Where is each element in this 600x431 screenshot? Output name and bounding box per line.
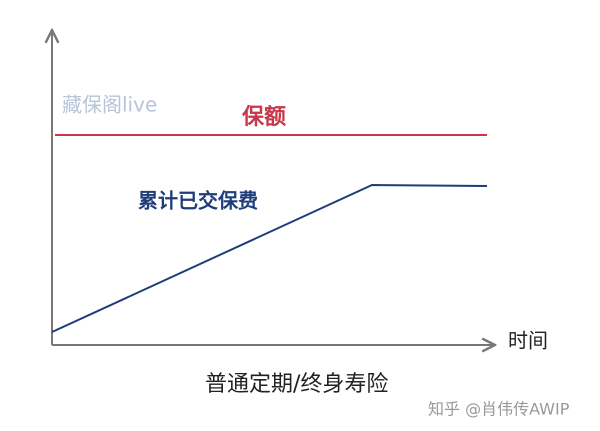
premium-label: 累计已交保费 <box>138 189 258 213</box>
watermark: 藏保阁live <box>62 93 157 117</box>
caption: 普通定期/终身寿险 <box>205 372 388 397</box>
premium-line <box>51 183 488 333</box>
source: 知乎 @肖伟传AWIP <box>428 400 570 419</box>
x-axis-label: 时间 <box>508 329 548 353</box>
sum-insured-label: 保额 <box>241 105 286 130</box>
